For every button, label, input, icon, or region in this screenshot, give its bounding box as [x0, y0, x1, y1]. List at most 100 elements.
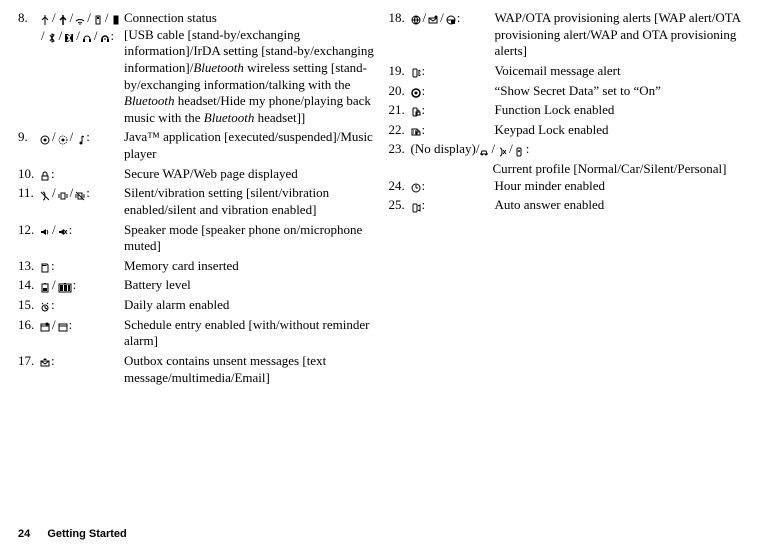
auto-icon [411, 201, 421, 211]
item-icons: //: [411, 10, 495, 27]
page-footer: 24 Getting Started [18, 527, 127, 541]
item-description: Memory card inserted [124, 258, 375, 275]
item-icons: ////////: [40, 10, 124, 44]
icon-separator: / [104, 10, 110, 27]
item-number: 20. [389, 83, 411, 100]
item-icons: : [411, 178, 495, 195]
definition-item: 12. /: Speaker mode [speaker phone on/mi… [18, 222, 375, 255]
left-column: 8. ////////: Connection status[USB cable… [18, 10, 375, 389]
item-number: 11. [18, 185, 40, 202]
definition-item: 9. //: Java™ application [executed/suspe… [18, 129, 375, 162]
definition-item: 8. ////////: Connection status[USB cable… [18, 10, 375, 126]
item-description: WAP/OTA provisioning alerts [WAP alert/O… [495, 10, 746, 60]
icon-separator: / [40, 28, 46, 45]
personal-icon [515, 145, 525, 155]
irda2-icon [111, 13, 121, 23]
wap2-icon [428, 13, 438, 23]
item-description: Schedule entry enabled [with/without rem… [124, 317, 375, 350]
item-icons: : [40, 353, 124, 370]
item-icons: : [40, 258, 124, 275]
outbox-icon [40, 356, 50, 366]
definition-item: 10. : Secure WAP/Web page displayed [18, 166, 375, 183]
item-number: 23. [389, 141, 411, 158]
item-icons: : [411, 102, 495, 119]
java1-icon [40, 133, 50, 143]
definition-item: 24. : Hour minder enabled [389, 178, 746, 195]
secret-icon [411, 86, 421, 96]
item-number: 25. [389, 197, 411, 214]
item-number: 21. [389, 102, 411, 119]
item-icons: : [40, 297, 124, 314]
item-description: Speaker mode [speaker phone on/microphon… [124, 222, 375, 255]
definition-item: 23. (No display)/ //: [389, 141, 746, 158]
item-icons: /: [40, 222, 124, 239]
voicemail-icon [411, 66, 421, 76]
definition-item: 17. : Outbox contains unsent messages [t… [18, 353, 375, 386]
icon-separator: / [51, 185, 57, 202]
wap1-icon [411, 13, 421, 23]
item-icons: : [411, 197, 495, 214]
item-icons: //: [479, 141, 531, 158]
icon-separator: / [508, 141, 514, 158]
item-icons: /: [40, 317, 124, 334]
funclock-icon [411, 105, 421, 115]
icon-separator: / [69, 185, 75, 202]
item-description: Connection status[USB cable [stand-by/ex… [124, 10, 375, 126]
item-icons: : [411, 83, 495, 100]
item-number: 17. [18, 353, 40, 370]
item-description: Battery level [124, 277, 375, 294]
speaker-icon [40, 225, 50, 235]
music-icon [75, 133, 85, 143]
definition-item: 18. //: WAP/OTA provisioning alerts [WAP… [389, 10, 746, 60]
icon-separator: / [69, 10, 75, 27]
item-icons: //: [40, 129, 124, 146]
definition-item: 16. /: Schedule entry enabled [with/with… [18, 317, 375, 350]
sched2-icon [58, 320, 68, 330]
item-number: 18. [389, 10, 411, 27]
alarm-icon [40, 300, 50, 310]
irda-icon [93, 13, 103, 23]
item-description: Outbox contains unsent messages [text me… [124, 353, 375, 386]
lock-icon [40, 169, 50, 179]
item-number: 9. [18, 129, 40, 146]
batt2-icon [58, 281, 72, 291]
item-description: Auto answer enabled [495, 197, 746, 214]
item-icons: : [40, 166, 124, 183]
page: 8. ////////: Connection status[USB cable… [0, 0, 763, 553]
section-title: Getting Started [47, 528, 126, 540]
item-number: 24. [389, 178, 411, 195]
item-description: Daily alarm enabled [124, 297, 375, 314]
two-column-layout: 8. ////////: Connection status[USB cable… [18, 10, 745, 389]
definition-item: 19. : Voicemail message alert [389, 63, 746, 80]
definition-item: 14. /: Battery level [18, 277, 375, 294]
car-icon [479, 145, 489, 155]
silentp-icon [497, 145, 507, 155]
icon-separator: / [93, 28, 99, 45]
item-number: 19. [389, 63, 411, 80]
definition-item: 21. : Function Lock enabled [389, 102, 746, 119]
icon-separator: / [69, 129, 75, 146]
batt1-icon [40, 281, 50, 291]
item-description: Voicemail message alert [495, 63, 746, 80]
item-number: 12. [18, 222, 40, 239]
item-icons: /: [40, 277, 124, 294]
bt2-icon [64, 31, 74, 41]
definition-item: 11. //: Silent/vibration setting [silent… [18, 185, 375, 218]
icon-separator: / [51, 317, 57, 334]
nodisplay-prefix: (No display)/ [411, 141, 480, 158]
icon-separator: / [51, 129, 57, 146]
icon-separator: / [439, 10, 445, 27]
item-description: Java™ application [executed/suspended]/M… [124, 129, 375, 162]
item-description: Current profile [Normal/Car/Silent/Perso… [389, 161, 746, 178]
item-number: 13. [18, 258, 40, 275]
item-number: 10. [18, 166, 40, 183]
item-description: “Show Secret Data” set to “On” [495, 83, 746, 100]
item-icons: : [411, 63, 495, 80]
item-number: 16. [18, 317, 40, 334]
item-number: 14. [18, 277, 40, 294]
keylock-icon [411, 125, 421, 135]
icon-separator: / [51, 10, 57, 27]
mute-icon [58, 225, 68, 235]
icon-separator: / [58, 28, 64, 45]
usb2-icon [58, 13, 68, 23]
